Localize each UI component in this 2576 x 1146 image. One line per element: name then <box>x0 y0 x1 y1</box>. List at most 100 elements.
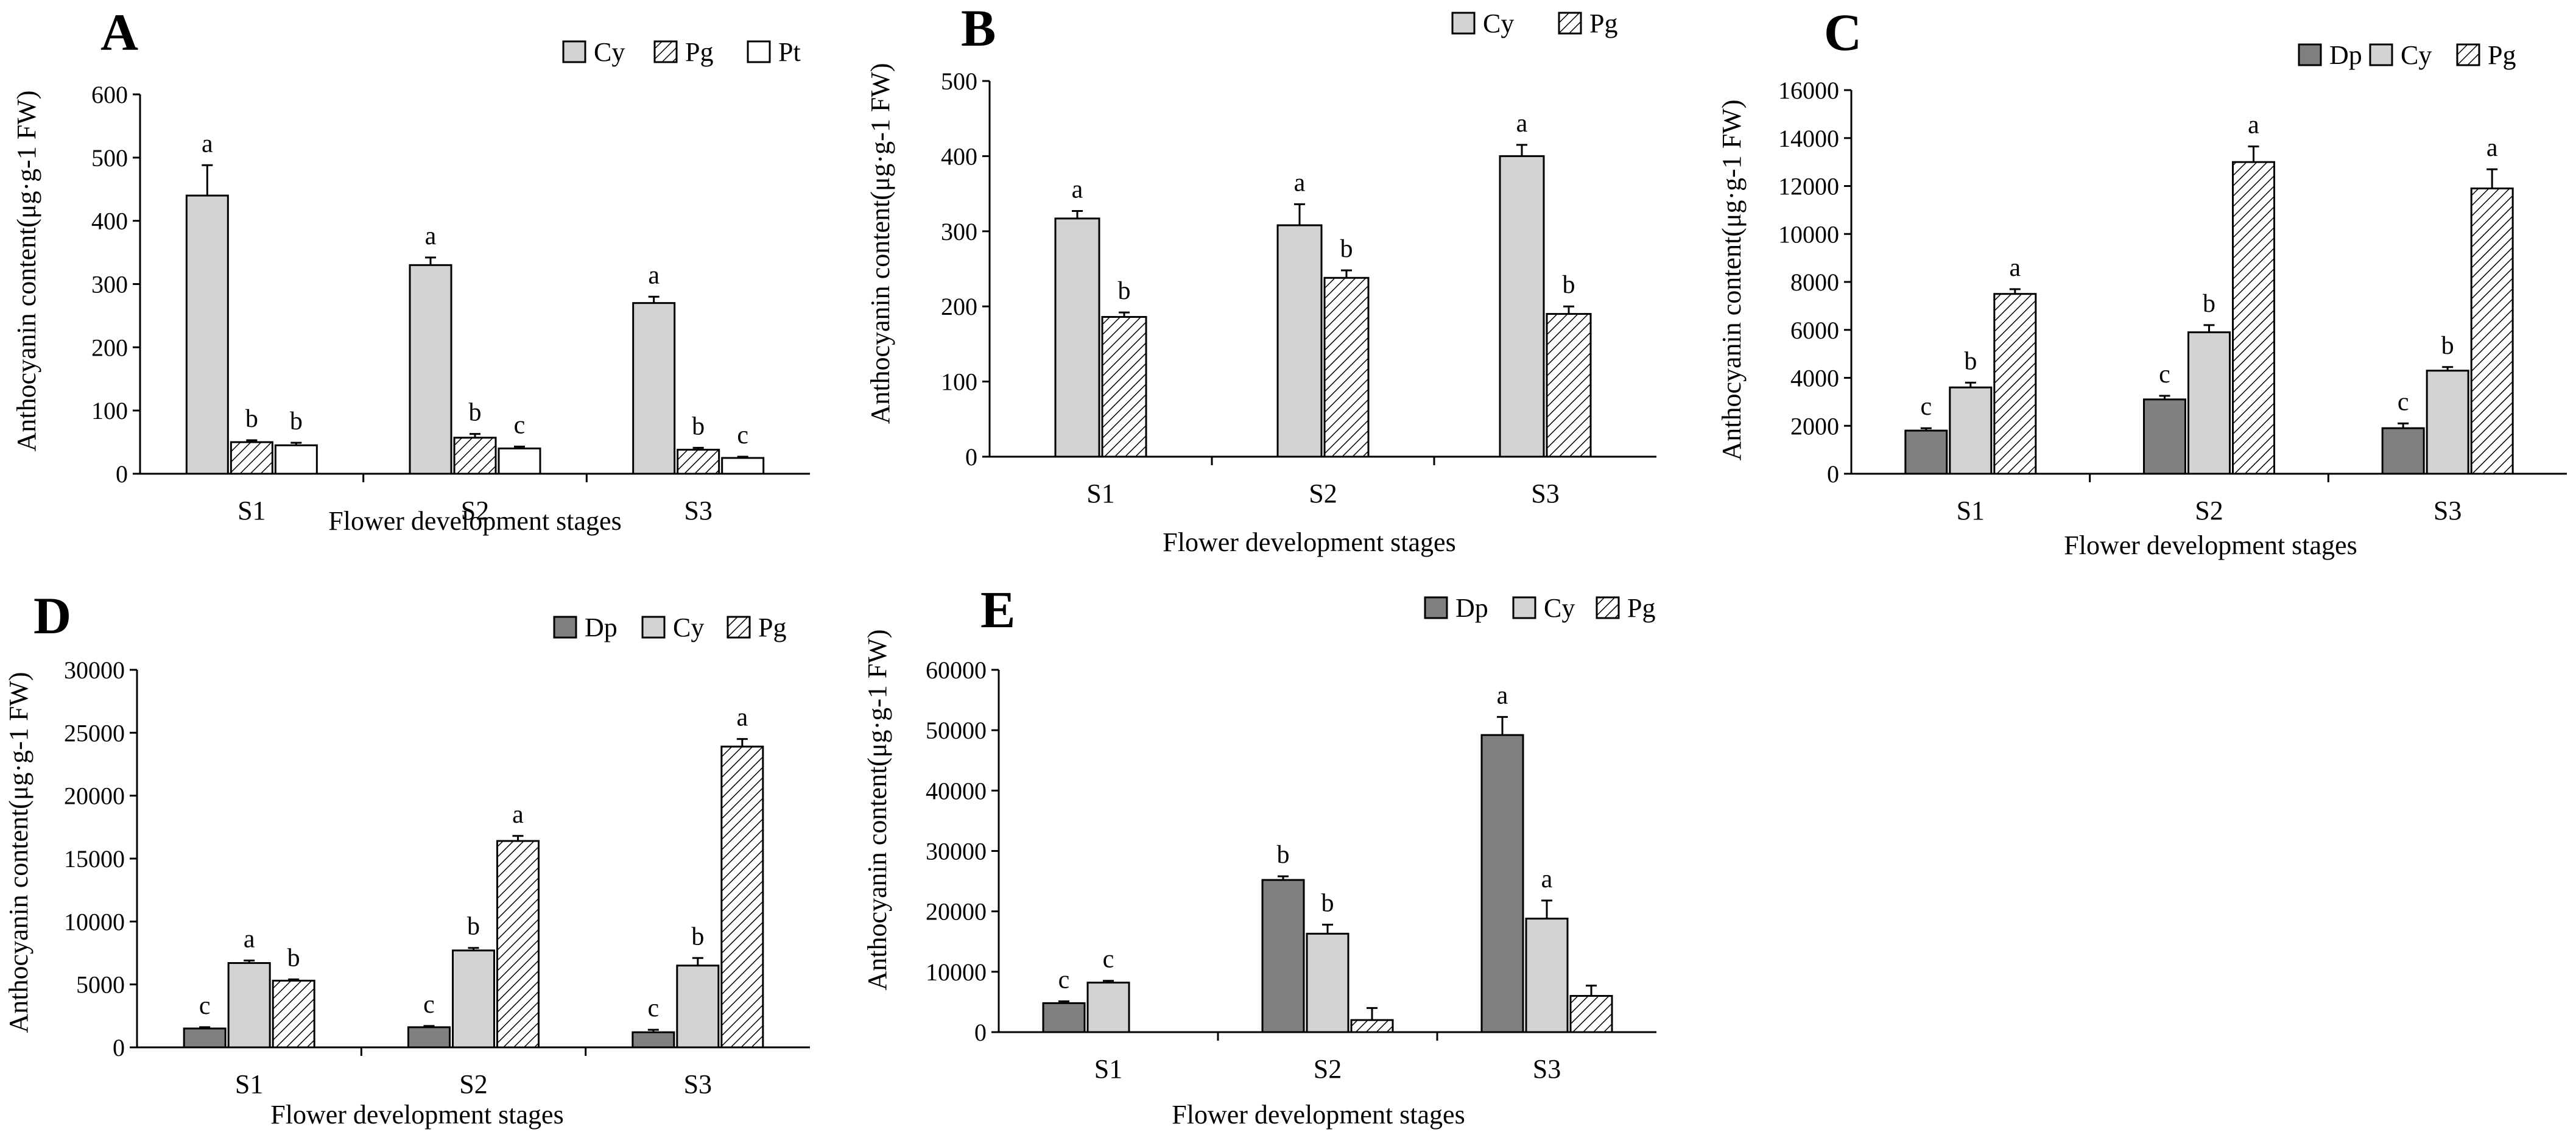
bar-cy-s1 <box>1086 982 1130 1033</box>
significance-letter: b <box>287 944 300 972</box>
bar-pg-s2 <box>2232 161 2275 475</box>
x-axis-title: Flower development stages <box>328 506 621 536</box>
svg-text:B: B <box>961 0 996 57</box>
y-tick-label: 400 <box>941 142 977 170</box>
y-tick-label: 15000 <box>64 845 125 873</box>
y-tick-label: 400 <box>91 208 128 235</box>
significance-letter: a <box>1541 865 1553 893</box>
significance-letter: b <box>290 407 303 435</box>
bar-pg-s3 <box>1546 313 1592 458</box>
legend-swatch-pg <box>2456 43 2480 66</box>
bar-dp-s1 <box>1042 1002 1086 1033</box>
legend-swatch-cy <box>2369 43 2393 66</box>
legend-swatch-pt <box>747 40 771 63</box>
y-axis-title-c: Anthocyanin content(μg·g-1 FW) <box>1717 100 1747 461</box>
bar-cy-s1 <box>1054 217 1100 458</box>
significance-letter: b <box>245 405 258 433</box>
bar-pt-s3 <box>721 457 765 475</box>
y-tick-label: 10000 <box>64 908 125 935</box>
significance-letter: c <box>1921 393 1932 421</box>
significance-letter: a <box>512 801 524 829</box>
bar-cy-s2 <box>1306 932 1350 1033</box>
significance-letter: a <box>737 704 748 732</box>
y-tick-label: 16000 <box>1778 77 1839 104</box>
x-category-label: S1 <box>1086 479 1114 508</box>
legend-swatch-pg <box>653 40 678 63</box>
significance-letter: c <box>2159 360 2170 388</box>
legend-label-dp: Dp <box>2329 40 2362 70</box>
significance-letter: c <box>423 991 435 1019</box>
x-category-label: S3 <box>2433 496 2462 526</box>
y-tick-label: 200 <box>91 334 128 361</box>
legend-label-cy: Cy <box>1483 9 1514 38</box>
bar-cy-s2 <box>452 949 495 1049</box>
bar-cy-s1 <box>185 194 229 475</box>
svg-text:A: A <box>100 3 138 62</box>
bar-dp-s2 <box>407 1026 451 1049</box>
bar-cy-s2 <box>1276 224 1323 458</box>
legend-swatch-dp <box>1424 596 1448 619</box>
bar-chart-a: 0 100 200 300 400 500 600 S1 a b b S2 a b c S3 a b c Flower… <box>91 37 810 536</box>
bar-cy-s3 <box>1525 918 1569 1033</box>
significance-letter: c <box>648 994 660 1022</box>
bar-cy-s1 <box>1949 386 1993 475</box>
bar-pg-s1 <box>1101 315 1147 458</box>
significance-letter: a <box>202 130 213 158</box>
x-category-label: S2 <box>1309 479 1337 508</box>
x-axis-title: Flower development stages <box>1163 527 1455 557</box>
x-category-label: S1 <box>1094 1054 1122 1084</box>
significance-letter: b <box>1563 271 1575 299</box>
y-axis-title-b: Anthocyanin content(μg·g-1 FW) <box>865 63 895 424</box>
bar-cy-s1 <box>227 962 271 1049</box>
y-tick-label: 0 <box>116 460 128 488</box>
y-tick-label: 300 <box>91 271 128 298</box>
y-tick-label: 60000 <box>926 656 987 684</box>
legend-label-pg: Pg <box>685 37 713 67</box>
y-axis-title-d: Anthocyanin content(μg·g-1 FW) <box>4 672 33 1033</box>
panel-d: D Anthocyanin content(μg·g-1 FW) 0 5000 10… <box>4 586 810 1130</box>
bar-chart-b: 0 100 200 300 400 500 S1 a b S2 a b S3 a b Flower devel… <box>941 9 1656 557</box>
x-category-label: S3 <box>1533 1054 1561 1084</box>
legend-label-cy: Cy <box>1544 593 1575 623</box>
x-axis-title: Flower development stages <box>1172 1100 1465 1130</box>
bar-dp-s2 <box>1261 879 1305 1033</box>
legend-label-cy: Cy <box>594 37 625 67</box>
significance-letter: a <box>1072 175 1083 203</box>
significance-letter: b <box>1340 235 1353 263</box>
bar-chart-d: 0 5000 10000 15000 20000 25000 30000 S1 c a b S2 c b a… <box>64 613 810 1130</box>
legend-swatch-cy <box>1451 12 1476 35</box>
significance-letter: b <box>469 399 482 427</box>
y-tick-label: 600 <box>91 81 128 108</box>
significance-letter: b <box>467 913 480 941</box>
x-category-label: S2 <box>461 496 489 526</box>
y-tick-label: 200 <box>941 293 977 320</box>
significance-letter: c <box>1058 966 1070 994</box>
significance-letter: a <box>1294 169 1306 197</box>
legend-label-pt: Pt <box>778 37 801 67</box>
x-category-label: S2 <box>459 1069 487 1099</box>
significance-letter: c <box>514 411 526 439</box>
legend-swatch-pg <box>1558 12 1582 35</box>
legend-label-cy: Cy <box>2401 40 2432 70</box>
y-tick-label: 300 <box>941 218 977 245</box>
bar-pg-s3 <box>677 449 720 475</box>
y-tick-label: 25000 <box>64 719 125 747</box>
svg-text:E: E <box>980 580 1015 639</box>
y-tick-label: 0 <box>965 443 977 471</box>
bar-cy-s2 <box>409 264 452 475</box>
legend-label-pg: Pg <box>1627 593 1655 623</box>
significance-letter: a <box>244 925 255 953</box>
bar-cy-s3 <box>2426 370 2469 475</box>
y-tick-label: 0 <box>1827 460 1839 488</box>
significance-letter: c <box>199 992 211 1020</box>
significance-letter: b <box>1321 889 1334 917</box>
y-axis-title-a: Anthocyanin content(μg·g-1 FW) <box>12 91 41 452</box>
bar-pg-s3 <box>2470 187 2514 475</box>
y-tick-label: 10000 <box>1778 220 1839 248</box>
significance-letter: b <box>2441 332 2454 360</box>
legend-swatch-dp <box>2298 43 2322 66</box>
significance-letter: b <box>2203 290 2215 318</box>
significance-letter: a <box>2486 134 2498 162</box>
significance-letter: b <box>692 412 705 440</box>
significance-letter: b <box>1964 347 1977 375</box>
